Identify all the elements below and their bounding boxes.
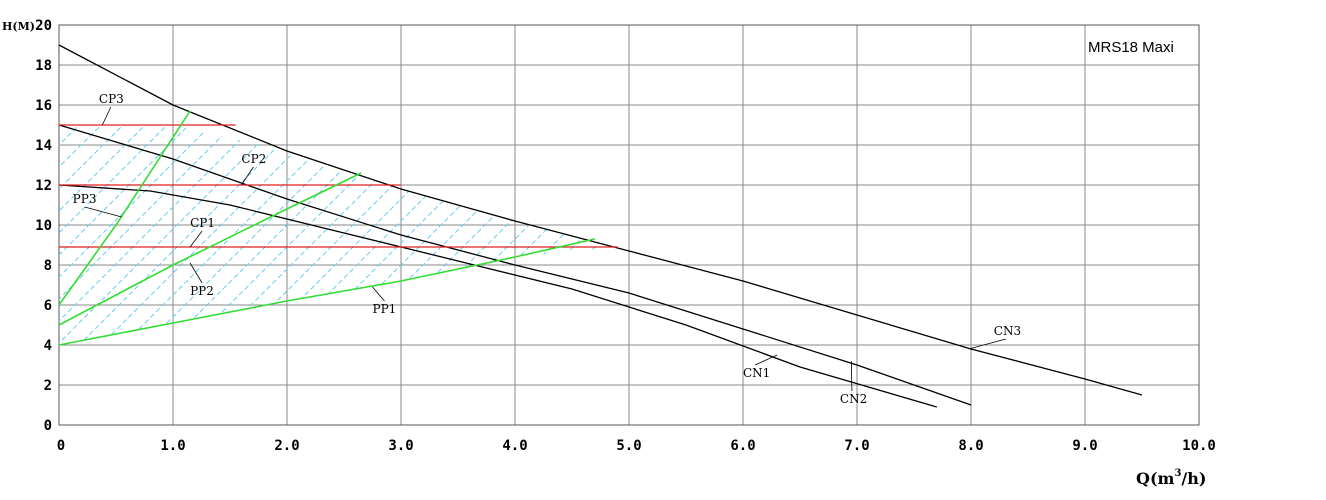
- annotation-leader-cp3: [101, 106, 112, 126]
- series-layer: [58, 44, 1143, 408]
- x-tick-label: 1.0: [160, 438, 185, 454]
- x-tick-label: 10.0: [1182, 438, 1216, 454]
- y-axis-label: H(M): [2, 20, 35, 33]
- hatch-line: [86, 125, 488, 345]
- annotation-leader-cn1: [754, 354, 778, 366]
- hatch-line: [152, 125, 554, 345]
- series-pp1: [58, 238, 595, 346]
- hatch-line: [262, 125, 618, 345]
- tick-labels: 0 1.0 2.0 3.0 4.0 5.0 6.0 7.0 8.0 9.0 10.0 0 2 4 6 8 10 1…: [35, 18, 1216, 454]
- annotation-leader-cn3: [968, 338, 1006, 350]
- hatch-line: [174, 125, 576, 345]
- y-tick-label: 8: [44, 258, 52, 274]
- y-tick-label: 14: [35, 138, 52, 154]
- annotation-leader-cp1: [189, 230, 203, 248]
- y-tick-label: 4: [44, 338, 52, 354]
- x-tick-label: 3.0: [388, 438, 413, 454]
- y-tick-label: 20: [35, 18, 52, 34]
- y-tick-label: 16: [35, 98, 52, 114]
- hatch-line: [59, 125, 356, 345]
- annotation-cp1: CP1: [190, 216, 215, 230]
- y-tick-label: 0: [44, 418, 52, 434]
- x-tick-label: 7.0: [844, 438, 869, 454]
- chart-title: MRS18 Maxi: [1088, 39, 1174, 56]
- y-tick-label: 2: [44, 378, 52, 394]
- x-tick-label: 9.0: [1072, 438, 1097, 454]
- hatch-line: [240, 125, 618, 345]
- hatch-line: [59, 125, 400, 345]
- x-axis-label: Q(m3/h): [1136, 468, 1206, 488]
- hatch-line: [196, 125, 598, 345]
- x-tick-label: 8.0: [958, 438, 983, 454]
- annotation-pp1: PP1: [373, 302, 397, 316]
- hatch-line: [306, 125, 618, 345]
- annotation-leader-pp2: [189, 262, 203, 284]
- plot-frame: [58, 24, 1200, 426]
- series-cn3: [58, 44, 1143, 396]
- annotation-cp2: CP2: [241, 152, 266, 166]
- annotation-cn1: CN1: [743, 366, 770, 380]
- hatch-line: [0, 25, 25, 425]
- hatch-line: [0, 25, 3, 425]
- hatch-line: [59, 125, 378, 345]
- series-pp3: [58, 110, 191, 306]
- x-tick-label: 6.0: [730, 438, 755, 454]
- annotation-cn2: CN2: [840, 392, 867, 406]
- annotation-cp3: CP3: [99, 92, 124, 106]
- series-cn2: [58, 124, 972, 406]
- hatch-line: [59, 125, 290, 345]
- hatch-line: [59, 125, 268, 345]
- hatch-line: [59, 125, 312, 345]
- hatch-line: [218, 125, 618, 345]
- annotation-leader-pp1: [372, 286, 385, 302]
- annotation-leader-cp2: [241, 166, 254, 186]
- annotation-pp3: PP3: [73, 192, 97, 206]
- y-tick-label: 12: [35, 178, 52, 194]
- x-tick-label: 4.0: [502, 438, 527, 454]
- curve-annotations: CP3 CP2 PP3 CP1 PP2 PP1 CN1 CN2 CN3: [73, 92, 1021, 406]
- hatch-line: [59, 125, 422, 345]
- x-axis-label-tail: /h): [1181, 469, 1206, 488]
- hatch-line: [59, 125, 334, 345]
- y-tick-label: 10: [35, 218, 52, 234]
- x-axis-label-sup: 3: [1174, 468, 1181, 479]
- hatch-line: [64, 125, 466, 345]
- y-tick-label: 6: [44, 298, 52, 314]
- series-pp2: [58, 172, 362, 326]
- annotation-pp2: PP2: [190, 284, 214, 298]
- x-tick-label: 0: [57, 438, 65, 454]
- x-axis-label-main: Q(m: [1136, 469, 1175, 488]
- series-cn1: [58, 184, 937, 408]
- hatch-line: [130, 125, 532, 345]
- x-tick-label: 5.0: [616, 438, 641, 454]
- grid: [58, 24, 1200, 426]
- annotation-cn3: CN3: [994, 324, 1021, 338]
- hatch-line: [59, 125, 444, 345]
- annotation-leader-cn2: [850, 360, 853, 392]
- hatch-line: [284, 125, 618, 345]
- y-tick-label: 18: [35, 58, 52, 74]
- annotation-leader-pp3: [84, 206, 122, 218]
- x-tick-label: 2.0: [274, 438, 299, 454]
